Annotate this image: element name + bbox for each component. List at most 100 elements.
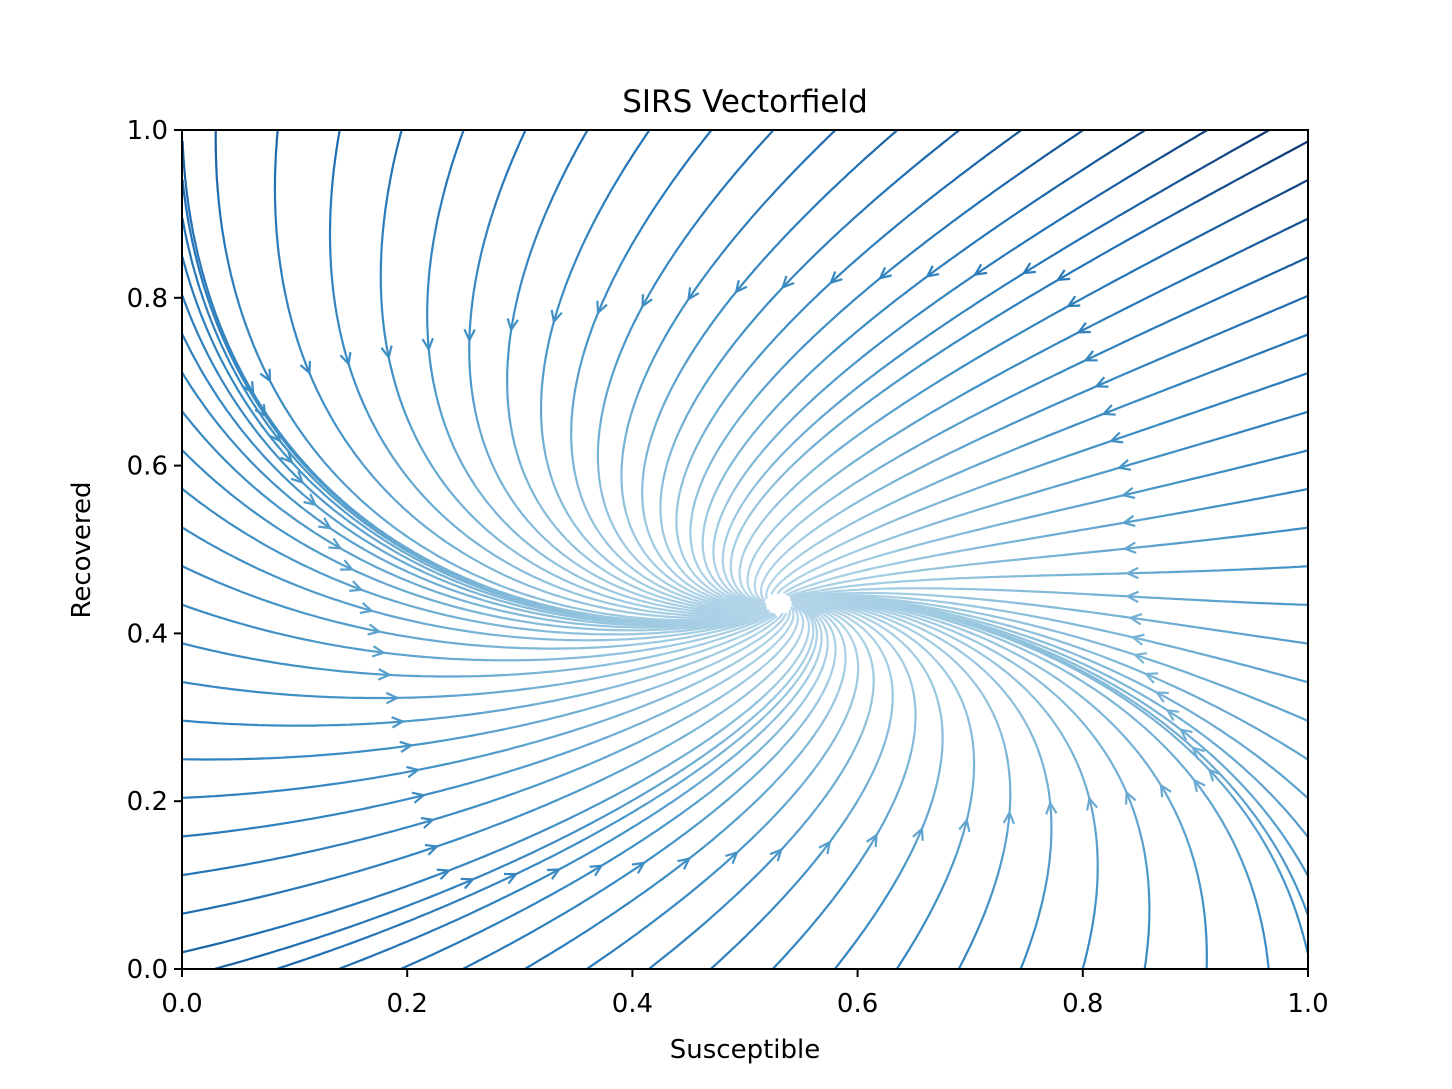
streamline-segment — [818, 602, 847, 612]
streamline-segment — [443, 539, 466, 556]
streamline-segment — [1163, 790, 1176, 812]
streamline-segment — [1258, 342, 1285, 355]
streamline-segment — [966, 715, 974, 738]
streamline-segment — [753, 859, 772, 878]
streamline-segment — [681, 636, 710, 645]
streamline-segment — [891, 607, 920, 617]
streamline-segment — [360, 546, 384, 561]
streamline-segment — [836, 713, 849, 735]
streamline-segment — [206, 352, 219, 374]
streamline-segment — [964, 407, 989, 421]
streamline-segment — [233, 895, 262, 904]
streamline-segment — [689, 578, 712, 595]
streamline-segment — [333, 644, 363, 651]
streamline-segment — [314, 929, 342, 940]
streamline-segment — [528, 560, 553, 575]
streamline-segment — [826, 694, 838, 716]
x-tick-label: 1.0 — [1287, 989, 1328, 1019]
streamline-segment — [661, 654, 689, 665]
streamline-segment — [597, 565, 621, 581]
streamline-segment — [260, 855, 289, 863]
streamline-segment — [381, 558, 407, 572]
streamline-segment — [1255, 667, 1284, 677]
streamline-segment — [982, 183, 1005, 200]
streamline-segment — [470, 630, 499, 637]
stream-arrow — [1066, 295, 1081, 308]
streamline-segment — [583, 331, 592, 353]
streamline-segment — [271, 524, 295, 540]
streamline-segment — [767, 537, 785, 557]
streamline-segment — [933, 634, 957, 650]
streamline-segment — [562, 535, 582, 554]
streamline-segment — [749, 612, 772, 623]
streamline-segment — [592, 644, 622, 649]
streamline-segment — [440, 657, 470, 661]
streamline-segment — [912, 553, 941, 561]
streamline-segment — [200, 502, 222, 519]
streamline-segment — [793, 715, 809, 736]
streamline-segment — [615, 343, 626, 365]
streamline-segment — [399, 549, 424, 564]
streamline-segment — [292, 537, 316, 552]
streamline-segment — [639, 619, 669, 623]
streamline-segment — [620, 615, 650, 620]
streamline-segment — [731, 741, 752, 759]
streamline-segment — [694, 671, 719, 685]
streamline-segment — [668, 625, 698, 631]
streamline-segment — [673, 785, 696, 802]
streamline-segment — [944, 211, 966, 229]
streamline-segment — [1295, 911, 1304, 934]
streamline-segment — [764, 240, 782, 259]
streamline-segment — [1284, 179, 1309, 193]
streamline-segment — [1085, 283, 1110, 298]
streamline-segment — [789, 569, 813, 585]
streamline-segment — [689, 718, 713, 734]
streamline-segment — [583, 615, 613, 622]
streamline-segment — [450, 692, 480, 697]
streamline-segment — [984, 890, 994, 913]
streamline-segment — [821, 645, 829, 668]
streamline-segment — [665, 598, 694, 607]
streamline-segment — [347, 443, 363, 464]
streamline-segment — [457, 642, 487, 648]
streamline-segment — [694, 428, 707, 450]
streamline-segment — [938, 548, 967, 556]
streamline-segment — [386, 537, 410, 553]
streamline-segment — [1086, 927, 1093, 950]
streamline-segment — [632, 732, 658, 746]
streamline-segment — [504, 703, 533, 711]
streamline-segment — [594, 792, 619, 807]
streamline-segment — [1238, 239, 1264, 254]
streamline-segment — [315, 695, 345, 699]
streamline-segment — [273, 189, 277, 212]
streamline-segment — [573, 470, 581, 493]
streamline-segment — [1043, 426, 1069, 439]
streamline-segment — [991, 539, 1020, 547]
streamline-segment — [578, 490, 589, 512]
streamline-segment — [749, 675, 770, 693]
streamline-segment — [726, 228, 743, 248]
streamline-segment — [460, 827, 487, 839]
streamline-segment — [735, 273, 752, 293]
streamline-segment — [827, 465, 849, 482]
streamline-segment — [496, 634, 526, 639]
streamline-segment — [839, 755, 853, 776]
streamline-segment — [349, 521, 372, 538]
streamline-segment — [1061, 448, 1088, 459]
streamline-segment — [335, 561, 361, 574]
streamline-segment — [706, 747, 728, 765]
stream-arrow — [1128, 613, 1143, 626]
stream-arrow — [328, 537, 343, 550]
streamline-segment — [343, 722, 373, 726]
streamline-segment — [489, 791, 517, 803]
streamline-segment — [721, 714, 743, 731]
streamline-segment — [716, 468, 729, 490]
streamline-segment — [262, 756, 292, 760]
streamline-segment — [790, 869, 808, 889]
streamline-segment — [181, 217, 188, 240]
streamline-segment — [507, 617, 537, 625]
streamline-segment — [242, 477, 263, 495]
streamline-segment — [557, 611, 587, 618]
streamline-segment — [730, 690, 752, 707]
streamline-segment — [235, 791, 265, 796]
